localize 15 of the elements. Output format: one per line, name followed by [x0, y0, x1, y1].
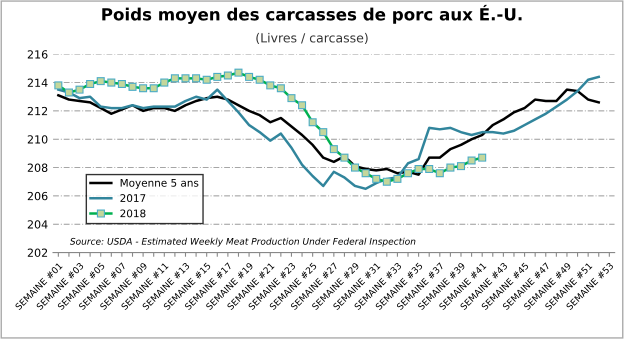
line-series	[57, 88, 600, 176]
y-tick-label: 216	[28, 50, 48, 59]
y-tick-label: 204	[28, 220, 48, 229]
chart-subtitle: (Livres / carcasse)	[256, 32, 368, 44]
legend-label: 2018	[120, 209, 146, 218]
annotation: Source: USDA - Estimated Weekly Meat Production Under Federal Inspection	[70, 238, 416, 246]
y-tick-label: 206	[28, 192, 48, 200]
y-tick-label: 208	[28, 164, 48, 172]
y-tick-label: 210	[28, 135, 48, 144]
y-tick-label: 212	[28, 106, 48, 116]
chart-title: Poids moyen des carcasses de porc aux É.-U.	[102, 4, 522, 24]
y-tick-label: 214	[28, 78, 48, 87]
legend-label: 2017	[120, 194, 146, 202]
y-tick-label: 202	[28, 248, 48, 257]
legend-label: Moyenne 5 ans	[120, 179, 198, 189]
